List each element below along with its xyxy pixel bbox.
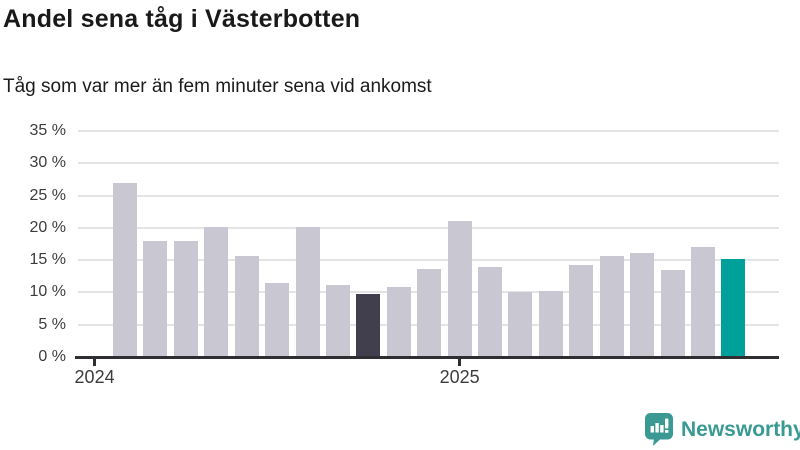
- newsworthy-wordmark: Newsworthy: [681, 417, 800, 441]
- bar-2025-10: [721, 259, 746, 357]
- bar-2025-07: [630, 253, 655, 357]
- page-title: Andel sena tåg i Västerbotten: [3, 5, 361, 33]
- bar-2025-09: [690, 246, 715, 357]
- y-axis-label-0: 0 %: [38, 348, 66, 365]
- page-subtitle: Tåg som var mer än fem minuter sena vid …: [3, 76, 432, 97]
- gridline-25: [78, 194, 779, 197]
- bar-2024-11: [386, 287, 411, 357]
- newsworthy-logo[interactable]: Newsworthy: [645, 413, 800, 446]
- gridline-20: [78, 226, 779, 229]
- bar-2024-10: [356, 294, 381, 357]
- bar-2024-05: [204, 227, 229, 357]
- newsworthy-bubble-icon: [645, 413, 673, 446]
- x-axis-tick-2025: [458, 359, 462, 366]
- gridline-15: [78, 259, 779, 262]
- x-axis-label-2025: 2025: [439, 367, 480, 387]
- bar-2024-04: [173, 241, 198, 357]
- bar-2024-03: [143, 241, 168, 357]
- y-axis-label-10: 10 %: [29, 283, 66, 301]
- y-axis-label-35: 35 %: [29, 122, 66, 139]
- x-axis-label-2024: 2024: [74, 367, 115, 387]
- y-axis-label-30: 30 %: [29, 154, 66, 172]
- bar-2024-07: [265, 282, 290, 357]
- bar-2024-08: [295, 227, 320, 357]
- bar-2024-09: [325, 284, 350, 357]
- bar-2025-08: [660, 270, 685, 357]
- bar-2025-01: [447, 220, 472, 357]
- bar-2024-06: [234, 255, 259, 357]
- y-axis-label-20: 20 %: [29, 218, 66, 236]
- bar-2024-12: [417, 268, 442, 357]
- y-axis-label-5: 5 %: [38, 315, 66, 333]
- bar-2025-05: [569, 264, 594, 357]
- bar-2025-02: [478, 267, 503, 357]
- y-axis-label-15: 15 %: [29, 251, 66, 269]
- x-axis-tick-2024: [93, 359, 97, 366]
- gridline-35: [78, 130, 779, 132]
- bar-2025-06: [599, 256, 624, 357]
- bar-2024-02: [113, 182, 137, 357]
- gridline-30: [78, 162, 779, 165]
- y-axis-label-25: 25 %: [29, 186, 66, 204]
- x-axis-line: [75, 356, 779, 359]
- bar-2025-04: [538, 291, 563, 357]
- bar-2025-03: [508, 292, 533, 357]
